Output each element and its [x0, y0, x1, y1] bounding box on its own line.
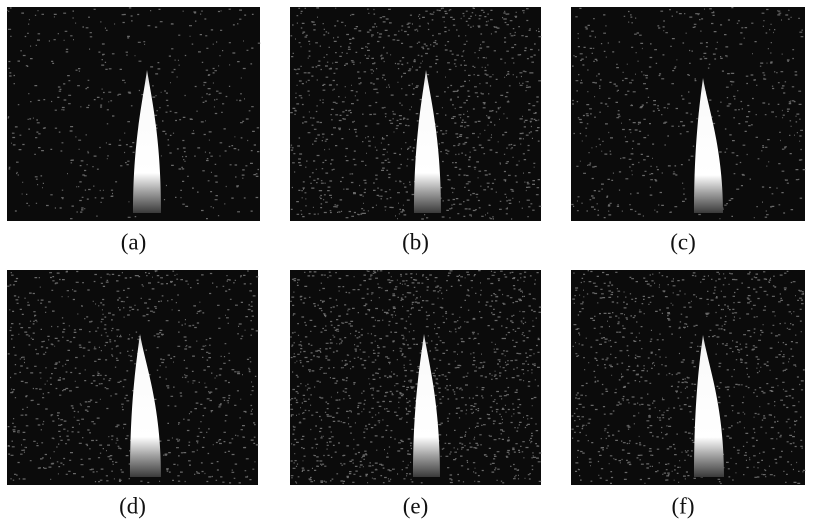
panel-label: (d)	[119, 493, 146, 518]
panel-label: (f)	[672, 493, 695, 518]
panel-label: (e)	[403, 493, 429, 518]
panel-label: (b)	[402, 229, 429, 254]
panel-label: (a)	[121, 229, 147, 254]
page: (a)(b)(c)(d)(e)(f) (() => { const data =…	[0, 0, 813, 528]
figure: (a) (b) (c) (d) (e) (f)	[0, 0, 813, 528]
panel-image	[571, 7, 805, 221]
panel-label: (c)	[670, 229, 696, 254]
